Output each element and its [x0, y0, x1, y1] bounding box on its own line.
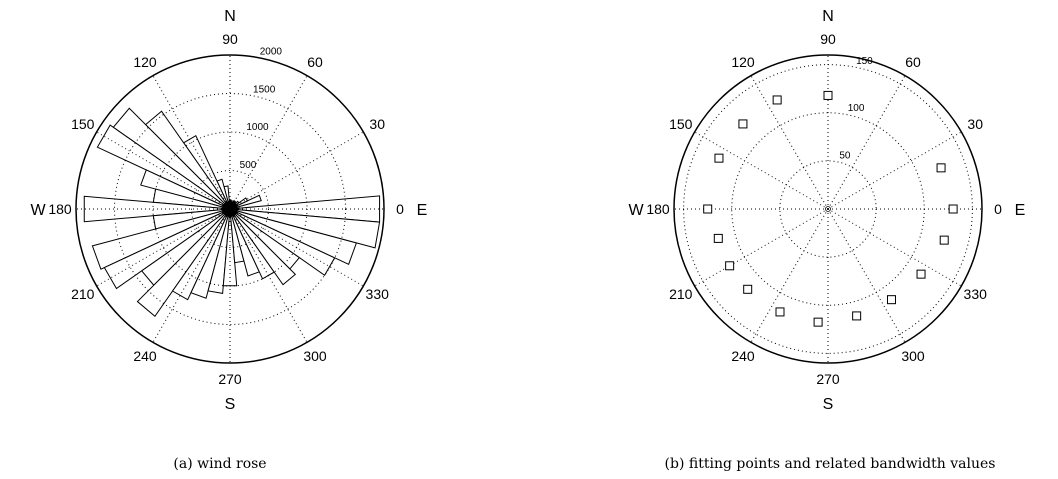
angle-tick-label: 270 [816, 371, 840, 387]
fitting-point-marker [886, 295, 896, 305]
fitting-point-marker [936, 163, 946, 173]
angular-gridline [229, 208, 308, 343]
angle-tick-label: 330 [366, 286, 390, 302]
angular-gridline [229, 131, 364, 210]
angular-gridline [827, 131, 962, 210]
compass-north: N [822, 8, 834, 25]
angle-tick-label: 180 [48, 201, 72, 217]
fitting-points-chart: 50 100 150 0 30 60 90 120 150 180 210 240 270 300 330 N… [628, 8, 1025, 413]
compass-east: E [1015, 202, 1026, 219]
angle-tick-label: 90 [222, 31, 238, 47]
fitting-point-marker [713, 233, 723, 243]
angular-gridline [152, 75, 231, 210]
angle-tick-label: 300 [901, 348, 925, 364]
angular-gridline [229, 75, 308, 210]
angle-tick-label: 30 [369, 116, 385, 132]
angle-tick-label: 300 [303, 348, 327, 364]
fitting-point-marker [703, 204, 713, 214]
radial-tick-label: 2000 [260, 46, 283, 57]
fitting-point-marker [813, 317, 823, 327]
fitting-point-marker [714, 153, 724, 163]
angular-gridline [827, 208, 906, 343]
angle-tick-label: 150 [71, 116, 95, 132]
angle-tick-label: 240 [133, 348, 157, 364]
compass-south: S [225, 396, 236, 413]
angle-tick-label: 90 [820, 31, 836, 47]
outer-circle [673, 54, 983, 364]
radial-tick-label: 100 [848, 103, 865, 114]
fitting-point-marker [738, 119, 748, 129]
radial-tick-label: 500 [240, 160, 257, 171]
angle-tick-label: 240 [731, 348, 755, 364]
radial-tick-label: 150 [856, 56, 873, 67]
caption-fitting-points: (b) fitting points and related bandwidth… [665, 456, 996, 472]
angle-tick-label: 60 [905, 54, 921, 70]
fitting-point-marker [948, 204, 958, 214]
fitting-point-marker [772, 95, 782, 105]
angular-gridline [96, 131, 231, 210]
angle-tick-label: 120 [731, 54, 755, 70]
angle-tick-label: 270 [218, 371, 242, 387]
fitting-point-marker [823, 90, 833, 100]
angle-tick-label: 150 [669, 116, 693, 132]
angle-tick-label: 30 [967, 116, 983, 132]
angular-gridline [827, 75, 906, 210]
angle-tick-label: 120 [133, 54, 157, 70]
center-hub [222, 201, 238, 217]
fitting-point-marker [743, 284, 753, 294]
angle-tick-label: 180 [646, 201, 670, 217]
compass-north: N [224, 8, 236, 25]
radial-tick-label: 1500 [253, 84, 276, 95]
angular-gridline [694, 131, 829, 210]
angular-gridline [827, 208, 962, 287]
fitting-point-marker [725, 261, 735, 271]
fitting-point-marker [916, 269, 926, 279]
angular-gridline [229, 208, 364, 287]
angle-tick-label: 210 [669, 286, 693, 302]
radial-gridline [114, 93, 346, 325]
angular-gridline [152, 208, 231, 343]
outer-circle [75, 54, 385, 364]
fitting-point-marker [852, 311, 862, 321]
angle-tick-label: 60 [307, 54, 323, 70]
angular-gridline [694, 208, 829, 287]
caption-wind-rose: (a) wind rose [173, 456, 266, 472]
radial-gridline [191, 170, 269, 248]
angular-gridline [96, 208, 231, 287]
angular-gridline [750, 208, 829, 343]
wind-rose-bar [229, 208, 381, 249]
compass-south: S [823, 396, 834, 413]
radial-tick-label: 50 [839, 151, 851, 162]
fitting-point-marker [775, 307, 785, 317]
angle-tick-label: 0 [994, 201, 1002, 217]
fitting-points [703, 90, 958, 327]
radial-tick-label: 1000 [246, 122, 269, 133]
center-point [825, 206, 831, 212]
angle-tick-label: 0 [396, 201, 404, 217]
fitting-point-marker [939, 235, 949, 245]
wind-rose-chart: 500 1000 1500 2000 0 30 60 90 120 150 180 210 240 270… [30, 8, 427, 413]
compass-east: E [417, 202, 428, 219]
angle-tick-label: 330 [964, 286, 988, 302]
angular-gridline [750, 75, 829, 210]
angle-tick-label: 210 [71, 286, 95, 302]
compass-west: W [30, 202, 46, 219]
compass-west: W [628, 202, 644, 219]
